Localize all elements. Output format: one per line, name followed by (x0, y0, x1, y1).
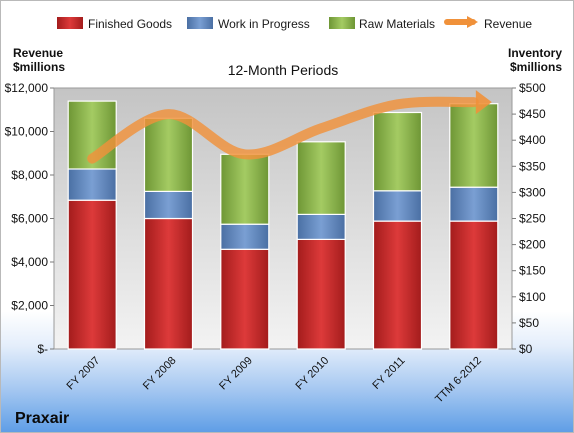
legend-arrow-revenue (467, 16, 478, 28)
right-axis-title-line2: $millions (510, 60, 562, 74)
right-tick-label: $250 (519, 212, 546, 226)
bar-raw-materials-fy-2011 (372, 111, 423, 192)
category-label-fy-2010: FY 2010 (294, 355, 332, 393)
legend: Finished Goods Work in Progress Raw Mate… (57, 16, 532, 31)
revenue-line-layer (87, 90, 492, 164)
bar-raw-materials-fy-2010 (296, 141, 346, 216)
left-axis-title-line1: Revenue (13, 46, 63, 60)
legend-swatch-raw-materials (329, 17, 355, 29)
bar-work-in-progress-fy-2007 (67, 168, 117, 201)
left-tick-label: $6,000 (11, 212, 48, 226)
bar-finished-goods-fy-2011 (372, 220, 423, 350)
left-axis-title-line2: $millions (13, 60, 65, 74)
bar-finished-goods-fy-2008 (143, 217, 194, 350)
x-axis: FY 2007 FY 2008 FY 2009 FY 2010 FY 2011 TTM 6… (65, 355, 484, 406)
right-axis: $0 $50 $100 $150 $200 $250 $300 $350 $400 $450 $50… (512, 81, 546, 356)
bar-work-in-progress-fy-2011 (372, 190, 423, 222)
bar-raw-materials-fy-2009 (220, 153, 270, 225)
bar-work-in-progress-ttm-6-2012 (449, 186, 499, 222)
legend-label-raw-materials: Raw Materials (359, 17, 435, 31)
legend-swatch-work-in-progress (187, 17, 213, 29)
right-tick-label: $500 (519, 81, 546, 95)
right-tick-label: $400 (519, 133, 546, 147)
legend-label-finished-goods: Finished Goods (88, 17, 172, 31)
left-tick-label: $12,000 (5, 81, 49, 95)
left-tick-label: $10,000 (5, 125, 49, 139)
left-axis: $- $2,000 $4,000 $6,000 $8,000 $10,000 $12,000 (5, 81, 54, 356)
company-name: Praxair (15, 410, 69, 427)
category-label-fy-2007: FY 2007 (65, 355, 103, 393)
revenue-line (87, 96, 479, 164)
right-tick-label: $300 (519, 185, 546, 199)
left-tick-label: $2,000 (11, 299, 48, 313)
bar-finished-goods-ttm-6-2012 (449, 220, 499, 350)
bar-finished-goods-fy-2010 (296, 238, 346, 350)
revenue-arrowhead (475, 90, 492, 115)
chart-title: 12-Month Periods (228, 62, 339, 78)
category-label-fy-2009: FY 2009 (217, 355, 255, 393)
right-axis-title-line1: Inventory (508, 46, 562, 60)
category-label-fy-2008: FY 2008 (141, 355, 179, 393)
bar-work-in-progress-fy-2008 (143, 190, 194, 220)
bar-raw-materials-ttm-6-2012 (449, 103, 499, 188)
right-tick-label: $0 (519, 342, 533, 356)
right-tick-label: $350 (519, 159, 546, 173)
right-tick-label: $50 (519, 316, 539, 330)
bar-raw-materials-fy-2008 (143, 117, 194, 193)
bar-work-in-progress-fy-2010 (296, 213, 346, 241)
right-tick-label: $100 (519, 290, 546, 304)
right-tick-label: $150 (519, 264, 546, 278)
bar-finished-goods-fy-2009 (220, 248, 270, 350)
left-tick-label: $4,000 (11, 255, 48, 269)
left-tick-label: $8,000 (11, 168, 48, 182)
right-tick-label: $200 (519, 238, 546, 252)
bar-layer (67, 100, 499, 350)
category-label-fy-2011: FY 2011 (370, 355, 407, 392)
category-label-ttm-6-2012: TTM 6-2012 (433, 355, 484, 406)
legend-swatch-finished-goods (57, 17, 83, 29)
bar-finished-goods-fy-2007 (67, 199, 117, 350)
bar-work-in-progress-fy-2009 (220, 223, 270, 250)
legend-label-revenue: Revenue (484, 17, 532, 31)
plot-area (53, 87, 513, 350)
right-tick-label: $450 (519, 107, 546, 121)
left-tick-label: $- (37, 342, 48, 356)
legend-label-work-in-progress: Work in Progress (218, 17, 310, 31)
